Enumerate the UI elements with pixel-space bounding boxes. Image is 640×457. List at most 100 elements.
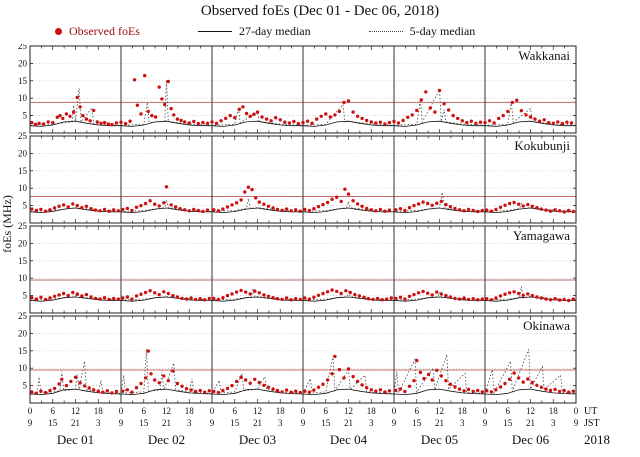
jst-hour-label: 15 [230, 418, 240, 428]
ut-hour-label: 0 [483, 406, 488, 416]
jst-hour-label: 3 [278, 418, 283, 428]
ut-hour-label: 0 [301, 406, 306, 416]
jst-hour-label: 9 [574, 418, 579, 428]
observed-dot-icon [55, 28, 62, 35]
ut-hour-label: 0 [28, 406, 33, 416]
y-tick-label: 20 [18, 238, 28, 248]
legend-median5: 5-day median [368, 24, 476, 39]
jst-hour-label: 15 [139, 418, 149, 428]
y-tick-label: 10 [18, 273, 28, 283]
jst-hour-label: 15 [503, 418, 513, 428]
legend-observed: Observed foEs [55, 24, 140, 39]
jst-hour-label: 9 [301, 418, 306, 428]
y-tick-label: 25 [18, 44, 28, 51]
y-tick-label: 10 [18, 363, 28, 373]
ut-hour-label: 12 [71, 406, 80, 416]
ut-axis-label: UT [584, 406, 597, 417]
ut-hour-label: 12 [253, 406, 262, 416]
jst-hour-label: 9 [392, 418, 397, 428]
ut-hour-label: 6 [415, 406, 420, 416]
jst-hour-label: 3 [187, 418, 192, 428]
station-label: Kokubunji [514, 138, 570, 153]
legend: Observed foEs 27-day median 5-day median [55, 24, 475, 39]
legend-median27-label: 27-day median [238, 24, 311, 38]
day-label: Dec 02 [148, 432, 185, 447]
median5-line [29, 192, 577, 212]
jst-hour-label: 9 [210, 418, 215, 428]
jst-hour-label: 9 [119, 418, 124, 428]
observed-points [30, 73, 574, 127]
panel-wakkanai: 5 10 15 20 25 Wakkanai [18, 44, 577, 134]
y-tick-label: 5 [23, 201, 28, 211]
panel-frame [29, 135, 577, 224]
ut-hour-label: 18 [276, 406, 286, 416]
ut-hour-label: 0 [574, 406, 579, 416]
y-tick-label: 25 [18, 311, 28, 321]
jst-hour-label: 15 [412, 418, 422, 428]
y-tick-label: 20 [18, 58, 28, 68]
y-tick-label: 15 [18, 346, 28, 356]
ut-hour-label: 6 [324, 406, 329, 416]
panel-okinawa: 5 10 15 20 25 Okinawa [18, 311, 577, 404]
jst-hour-label: 21 [344, 418, 353, 428]
median27-line [29, 120, 576, 127]
panel-yamagawa: 5 10 15 20 25 Yamagawa [18, 221, 577, 314]
jst-hour-label: 3 [369, 418, 374, 428]
jst-hour-label: 9 [28, 418, 33, 428]
legend-median5-label: 5-day median [409, 24, 476, 38]
jst-hour-label: 9 [483, 418, 488, 428]
y-tick-label: 10 [18, 93, 28, 103]
jst-hour-label: 15 [48, 418, 58, 428]
y-tick-label: 15 [18, 166, 28, 176]
observed-points [30, 185, 575, 214]
year-label: 2018 [584, 432, 610, 447]
jst-hour-label: 3 [96, 418, 101, 428]
median5-line [29, 286, 577, 301]
y-tick-label: 5 [23, 111, 28, 121]
ut-hour-label: 12 [344, 406, 353, 416]
panel-frame [29, 225, 577, 314]
jst-hour-label: 3 [460, 418, 465, 428]
jst-axis-label: JST [584, 418, 600, 429]
observed-points [30, 288, 575, 303]
ut-hour-label: 6 [51, 406, 56, 416]
ut-hour-label: 18 [549, 406, 559, 416]
median27-line [29, 388, 577, 396]
median27-line [29, 207, 576, 214]
jst-hour-label: 15 [321, 418, 331, 428]
solid-line-icon [197, 31, 232, 32]
day-label: Dec 06 [512, 432, 550, 447]
ut-hour-label: 18 [94, 406, 104, 416]
station-label: Okinawa [523, 318, 570, 333]
day-label: Dec 03 [239, 432, 276, 447]
y-tick-label: 25 [18, 221, 28, 231]
ut-hour-label: 12 [162, 406, 171, 416]
ut-hour-label: 0 [392, 406, 397, 416]
foes-chart: 5 10 15 20 25 Wakkanai 5 10 15 20 25 Kokubunji 5 10 15… [0, 44, 610, 447]
panel-frame [29, 45, 577, 134]
observed-points [30, 349, 575, 395]
jst-hour-label: 3 [551, 418, 556, 428]
ut-hour-label: 18 [185, 406, 195, 416]
jst-hour-label: 21 [526, 418, 535, 428]
ut-hour-label: 12 [435, 406, 444, 416]
x-axis-labels: 0 9 6 15 12 21 18 3 0 9 6 15 12 21 18 3 0 9 6 15 12 21 18 3 0 9 6 1… [28, 406, 610, 447]
ut-hour-label: 0 [119, 406, 124, 416]
station-label: Yamagawa [513, 228, 570, 243]
y-tick-label: 15 [18, 256, 28, 266]
ut-hour-label: 6 [506, 406, 511, 416]
day-label: Dec 05 [421, 432, 458, 447]
ut-hour-label: 6 [233, 406, 238, 416]
y-tick-label: 25 [18, 131, 28, 141]
legend-median27: 27-day median [197, 24, 311, 39]
y-tick-label: 5 [23, 381, 28, 391]
y-axis-title: foEs (MHz) [0, 195, 14, 253]
y-tick-label: 20 [18, 148, 28, 158]
jst-hour-label: 21 [71, 418, 80, 428]
y-tick-label: 5 [23, 291, 28, 301]
day-label: Dec 04 [330, 432, 368, 447]
figure-title: Observed foEs (Dec 01 - Dec 06, 2018) [200, 3, 440, 19]
median5-line [29, 80, 577, 126]
ut-hour-label: 12 [526, 406, 535, 416]
